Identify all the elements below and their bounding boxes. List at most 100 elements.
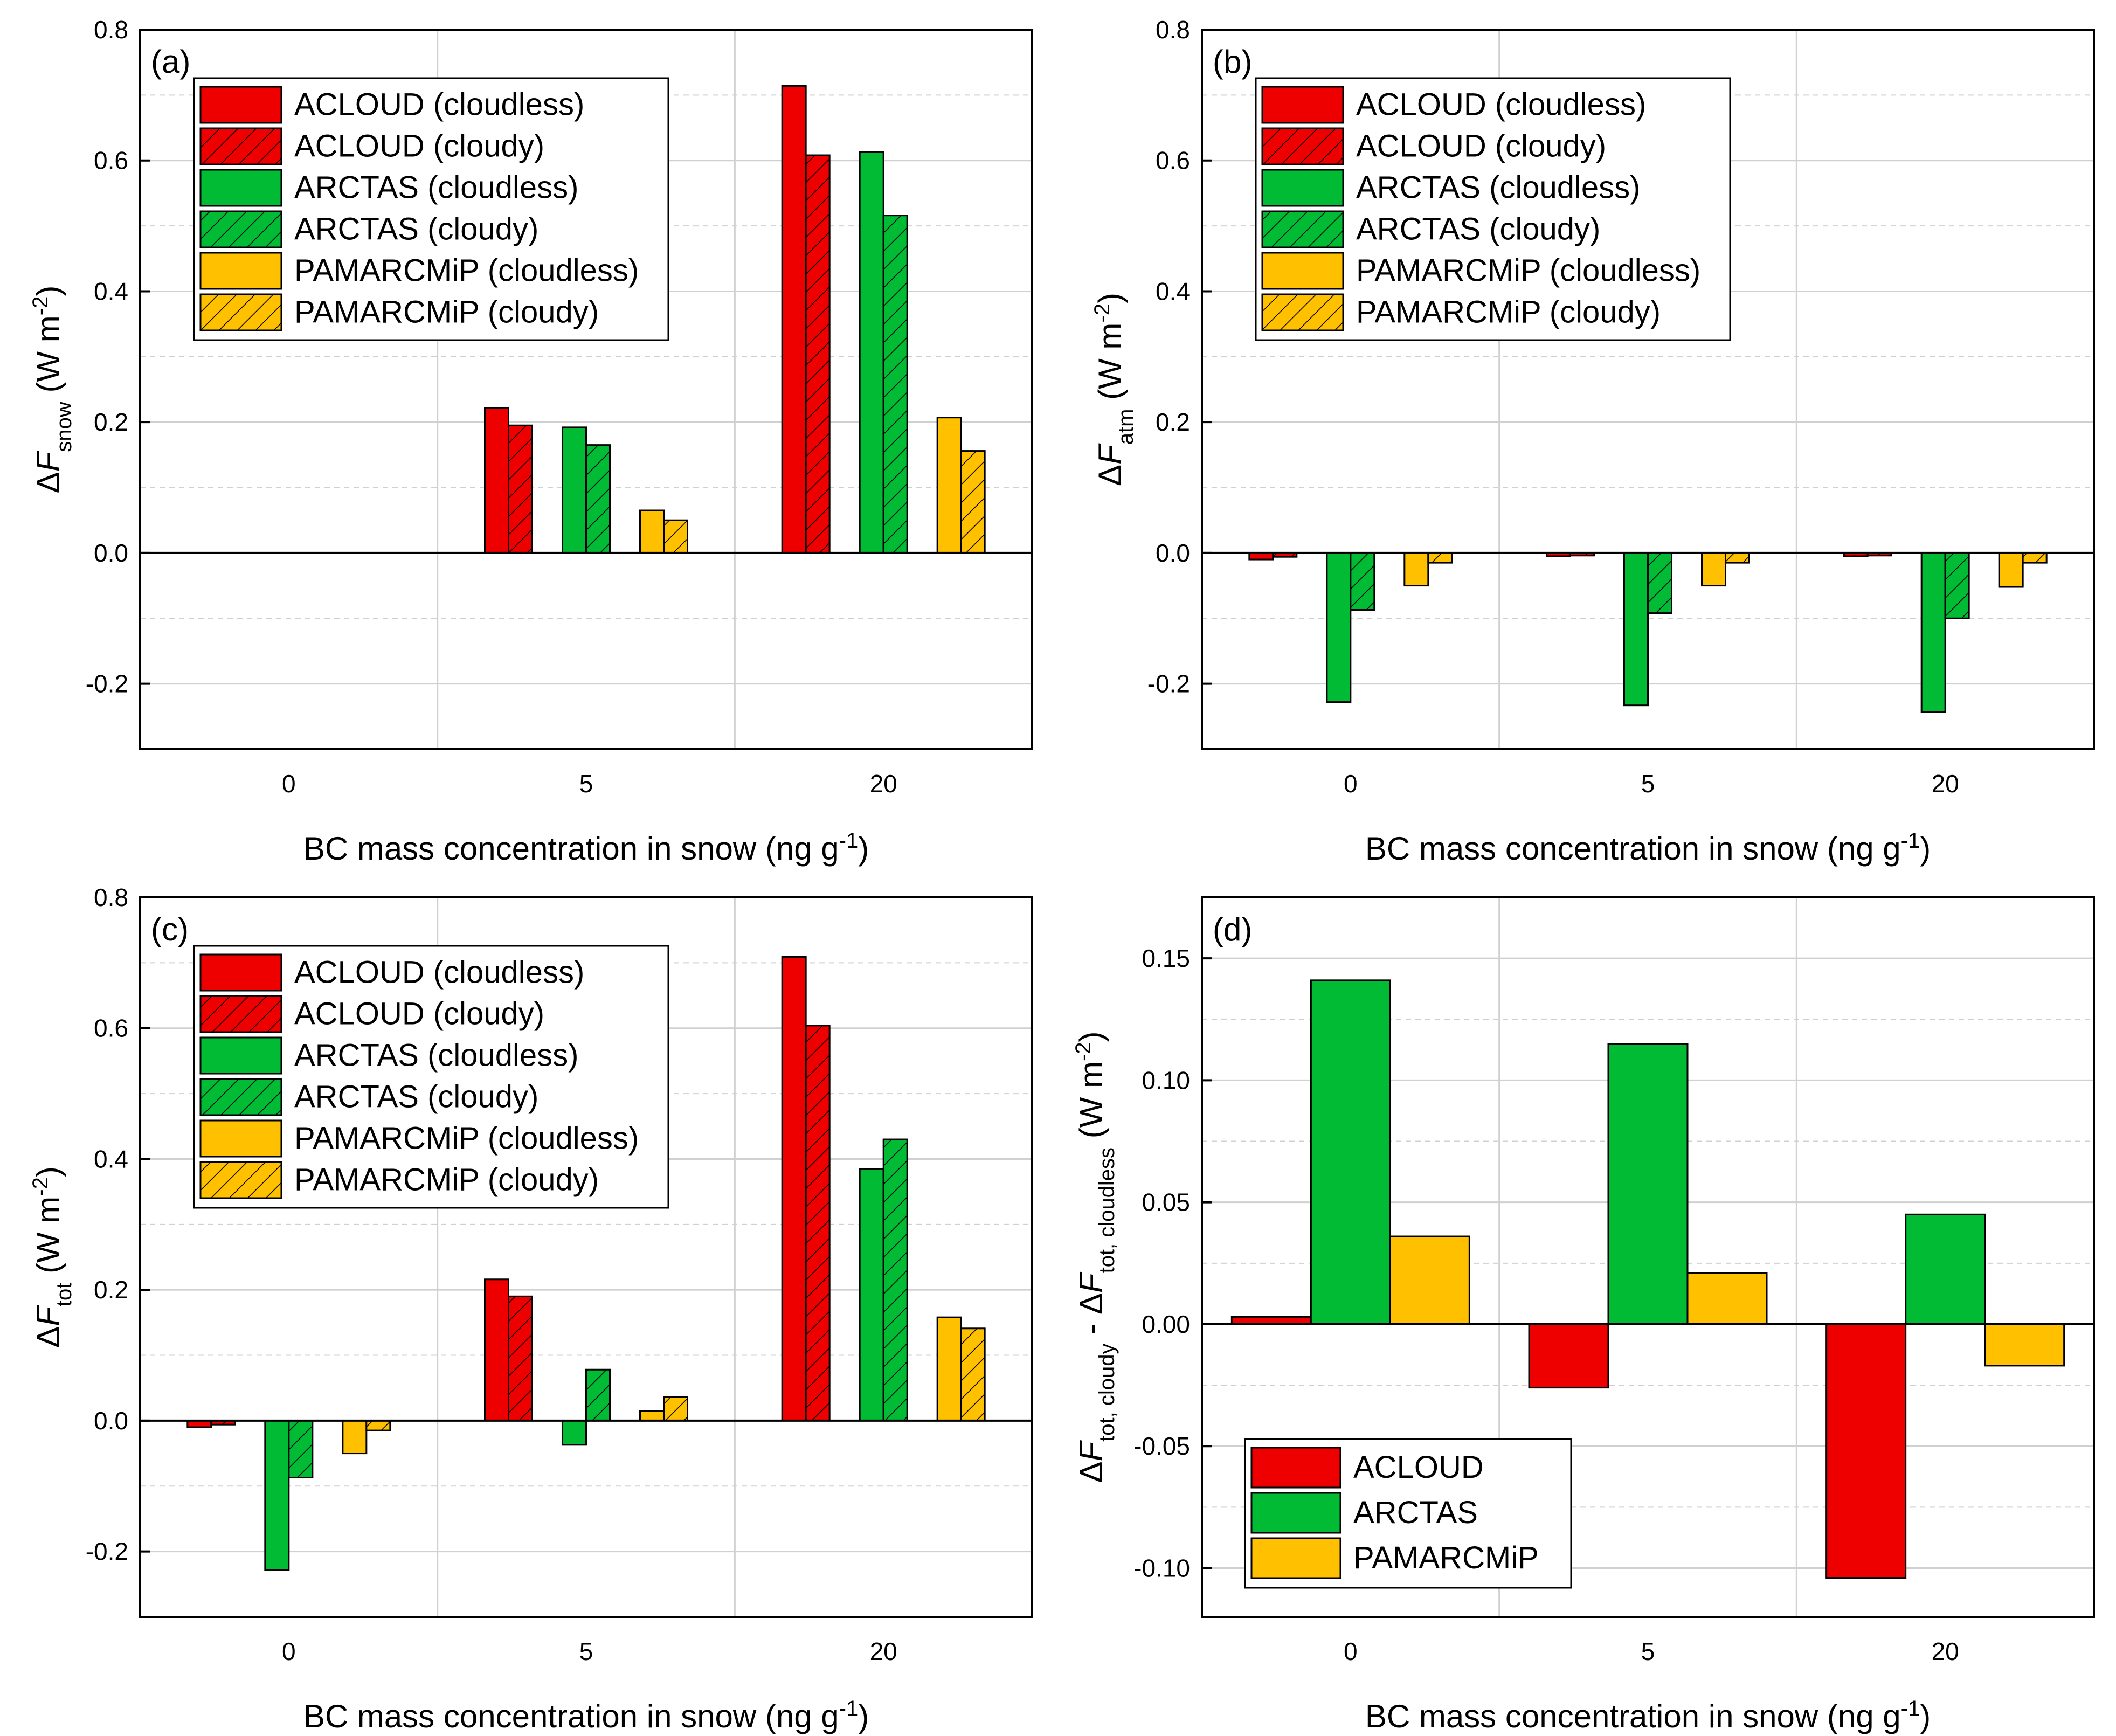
panel-label: (a) bbox=[151, 44, 190, 80]
bar-arctas-0 bbox=[1310, 979, 1391, 1325]
legend-entry-label: ACLOUD (cloudy) bbox=[294, 997, 544, 1032]
plot-frame-a bbox=[139, 29, 1033, 750]
y-tick-label: 0.10 bbox=[1142, 1066, 1190, 1094]
bar-arctas-cloudless-20 bbox=[859, 1168, 884, 1422]
panel-c: -0.2 0.0 0.2 0.4 0.6 0.8 0 5 20 BC mass concentra… bbox=[29, 883, 1033, 1734]
y-axis-label: ΔFatm (W m-2) bbox=[1090, 293, 1138, 486]
legend-c: ACLOUD (cloudless) ACLOUD (cloudy) ARCTAS … bbox=[193, 945, 669, 1209]
y-tick-label: 0.05 bbox=[1142, 1188, 1190, 1216]
legend-swatch bbox=[199, 293, 282, 331]
y-tick-label: 0.4 bbox=[94, 277, 128, 305]
y-tick-label: -0.10 bbox=[1133, 1554, 1190, 1582]
legend-swatch bbox=[199, 210, 282, 248]
y-tick-label: 0.0 bbox=[94, 539, 128, 567]
bar-pamarcmip-cloudless-5 bbox=[1701, 552, 1726, 587]
plot-frame-d bbox=[1201, 896, 2095, 1618]
y-tick-label: 0.4 bbox=[1156, 277, 1190, 305]
y-axis-label: ΔFtot (W m-2) bbox=[29, 1166, 76, 1348]
legend-b: ACLOUD (cloudless) ACLOUD (cloudy) ARCTAS … bbox=[1255, 77, 1731, 341]
panel-b: -0.2 0.0 0.2 0.4 0.6 0.8 0 5 20 BC mass concentra… bbox=[1090, 16, 2095, 867]
legend-swatch bbox=[1250, 1492, 1341, 1534]
bar-acloud-0 bbox=[1230, 1316, 1312, 1325]
y-tick-label: 0.2 bbox=[1156, 408, 1190, 436]
bar-arctas-cloudless-5 bbox=[1623, 552, 1649, 707]
bar-pamarcmip-5 bbox=[1686, 1272, 1768, 1325]
legend-entry-label: PAMARCMiP bbox=[1353, 1540, 1539, 1575]
legend-entry-label: PAMARCMiP (cloudy) bbox=[1356, 295, 1661, 330]
bar-acloud-cloudless-20 bbox=[781, 85, 807, 554]
legend-entry-label: ARCTAS (cloudy) bbox=[294, 1080, 538, 1115]
x-tick-label: 0 bbox=[282, 770, 296, 798]
bar-arctas-cloudless-20 bbox=[859, 151, 884, 554]
legend-swatch bbox=[199, 995, 282, 1033]
bar-acloud-cloudy-20 bbox=[805, 154, 831, 554]
x-tick-label: 5 bbox=[579, 1637, 593, 1665]
y-tick-label: 0.4 bbox=[94, 1145, 128, 1173]
bar-arctas-cloudy-5 bbox=[585, 1368, 611, 1422]
legend-entry-label: ARCTAS (cloudy) bbox=[294, 212, 538, 247]
legend-swatch bbox=[199, 169, 282, 207]
y-tick-label: 0.0 bbox=[1156, 539, 1190, 567]
panel-label: (d) bbox=[1213, 911, 1252, 947]
bar-arctas-cloudy-5 bbox=[585, 444, 611, 554]
legend-swatch bbox=[199, 1161, 282, 1199]
y-axis-label: ΔFtot, cloudy - ΔFtot, cloudless (W m-2) bbox=[1071, 1031, 1119, 1483]
legend-entry-label: PAMARCMiP (cloudless) bbox=[294, 1121, 639, 1156]
plot-frame-c bbox=[139, 896, 1033, 1618]
legend-swatch bbox=[199, 86, 282, 124]
y-tick-label: 0.0 bbox=[94, 1407, 128, 1435]
y-tick-label: 0.6 bbox=[94, 1014, 128, 1042]
panel-d: -0.10 -0.05 0.00 0.05 0.10 0.15 0 5 20 BC mass co… bbox=[1071, 896, 2095, 1734]
bar-pamarcmip-cloudy-5 bbox=[1725, 552, 1750, 564]
x-axis-label: BC mass concentration in snow (ng g-1) bbox=[303, 1697, 869, 1734]
bar-acloud-cloudless-5 bbox=[484, 406, 509, 554]
x-tick-label: 20 bbox=[870, 1637, 897, 1665]
legend-swatch bbox=[1261, 86, 1344, 124]
legend-swatch bbox=[199, 127, 282, 165]
bar-pamarcmip-cloudy-0 bbox=[1427, 552, 1453, 564]
bar-pamarcmip-cloudless-20 bbox=[1998, 552, 2024, 588]
y-tick-label: -0.2 bbox=[86, 670, 128, 698]
bar-pamarcmip-cloudy-5 bbox=[663, 1396, 688, 1422]
legend-entry-label: PAMARCMiP (cloudless) bbox=[1356, 253, 1700, 288]
x-tick-label: 5 bbox=[1641, 770, 1655, 798]
legend-entry-label: ARCTAS (cloudless) bbox=[1356, 170, 1641, 205]
bar-arctas-5 bbox=[1607, 1043, 1689, 1325]
bar-pamarcmip-cloudy-20 bbox=[2022, 552, 2048, 564]
bar-arctas-cloudy-20 bbox=[1944, 552, 1970, 619]
bar-arctas-cloudless-5 bbox=[562, 1420, 587, 1446]
legend-entry-label: ACLOUD (cloudless) bbox=[294, 955, 584, 990]
legend-entry-label: ARCTAS (cloudless) bbox=[294, 170, 579, 205]
x-axis-label: BC mass concentration in snow (ng g-1) bbox=[1365, 829, 1931, 867]
legend-d: ACLOUD ARCTAS PAMARCMiP bbox=[1244, 1438, 1572, 1589]
bar-arctas-cloudy-0 bbox=[1350, 552, 1375, 611]
x-tick-label: 5 bbox=[579, 770, 593, 798]
panel-label: (c) bbox=[151, 911, 189, 947]
y-tick-label: 0.00 bbox=[1142, 1310, 1190, 1338]
panel-label: (b) bbox=[1213, 44, 1252, 80]
bar-pamarcmip-cloudy-0 bbox=[365, 1420, 391, 1431]
plot-frame-b bbox=[1201, 29, 2095, 750]
y-tick-label: 0.6 bbox=[94, 147, 128, 175]
bar-acloud-cloudy-5 bbox=[508, 1295, 533, 1422]
legend-entry-label: ACLOUD (cloudless) bbox=[294, 87, 584, 122]
x-tick-label: 5 bbox=[1641, 1637, 1655, 1665]
bars-a bbox=[484, 85, 986, 554]
x-tick-label: 20 bbox=[1932, 770, 1959, 798]
y-tick-label: 0.6 bbox=[1156, 147, 1190, 175]
x-tick-label: 0 bbox=[282, 1637, 296, 1665]
bar-acloud-cloudless-5 bbox=[484, 1278, 509, 1422]
bar-pamarcmip-0 bbox=[1389, 1235, 1470, 1325]
y-tick-label: 0.8 bbox=[94, 16, 128, 44]
legend-swatch bbox=[199, 1036, 282, 1075]
y-tick-label: -0.2 bbox=[86, 1538, 128, 1566]
y-tick-label: -0.2 bbox=[1147, 670, 1190, 698]
y-axis-label: ΔFsnow (W m-2) bbox=[29, 286, 76, 494]
legend-swatch bbox=[199, 1078, 282, 1116]
legend-entry-label: ARCTAS (cloudless) bbox=[294, 1038, 579, 1073]
bar-pamarcmip-cloudless-20 bbox=[936, 1316, 962, 1422]
bars-b bbox=[1248, 552, 2048, 713]
bar-pamarcmip-cloudless-0 bbox=[342, 1420, 368, 1455]
bar-pamarcmip-20 bbox=[1984, 1323, 2065, 1367]
bar-arctas-cloudless-5 bbox=[562, 426, 587, 554]
